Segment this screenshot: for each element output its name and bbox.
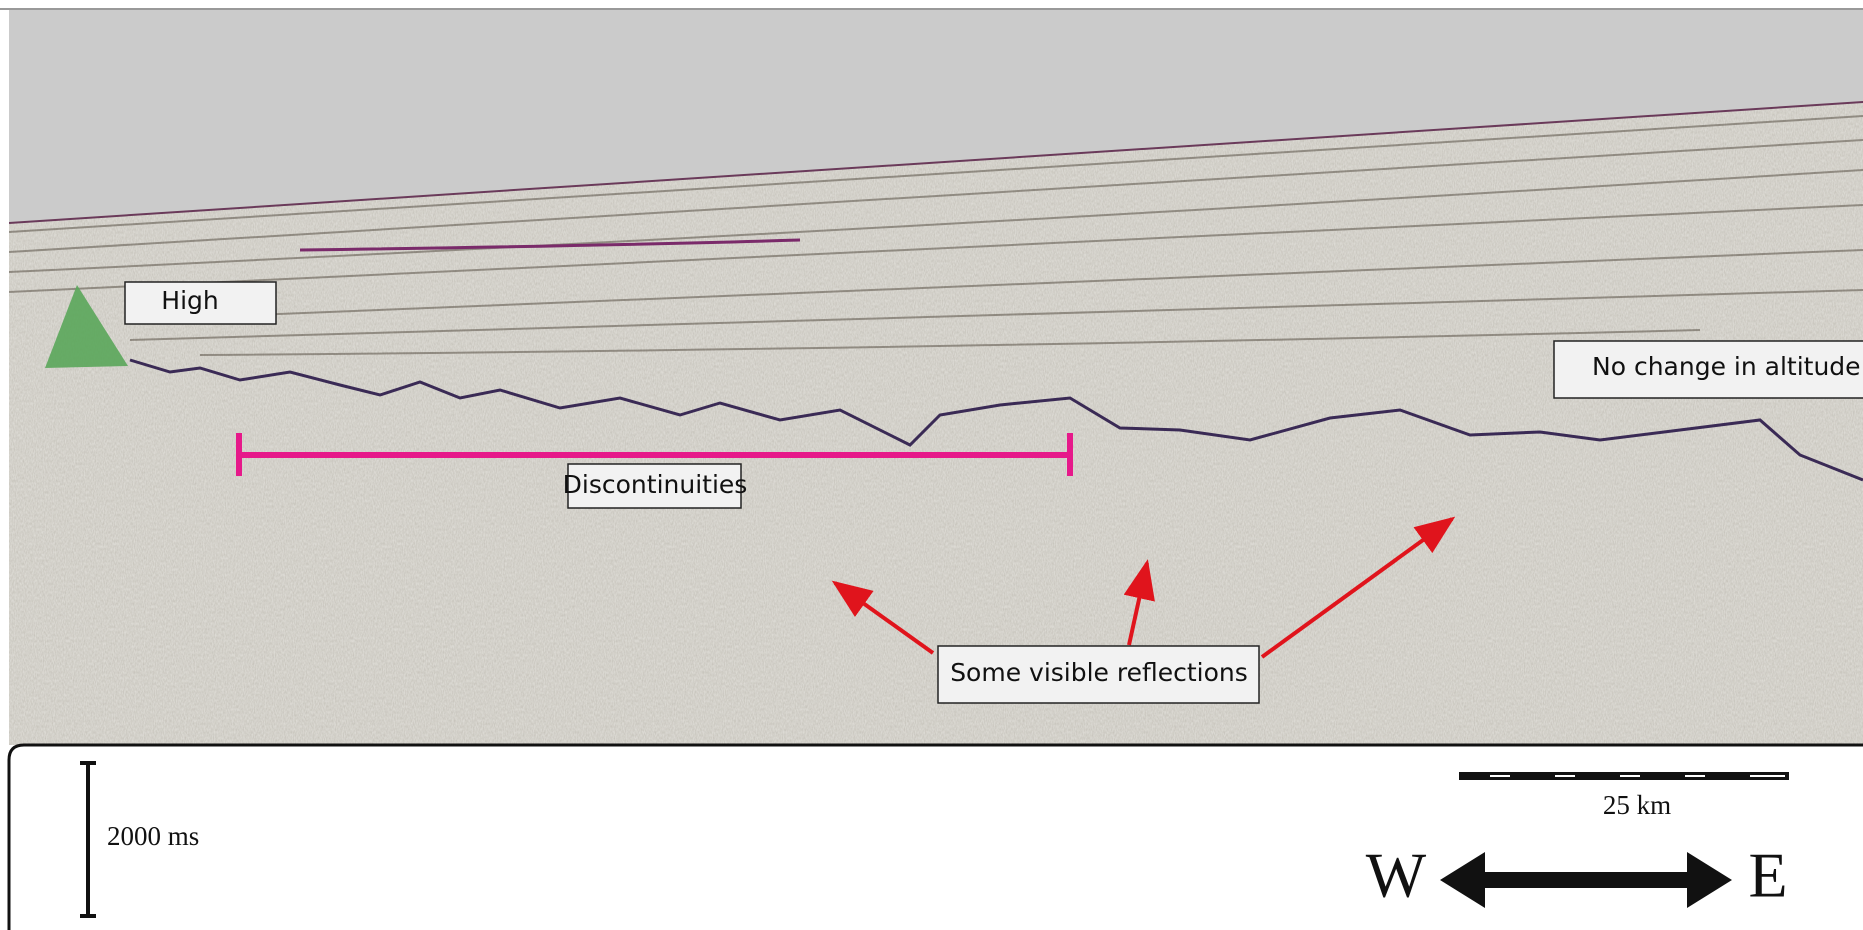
no-change-label: No change in altitude [1592, 352, 1861, 381]
time-scale-label: 2000 ms [107, 821, 199, 851]
distance-scale-label: 25 km [1603, 790, 1671, 820]
page: High No change in altitude Discontinuiti… [0, 0, 1863, 930]
discontinuities-label: Discontinuities [563, 470, 748, 499]
west-label: W [1366, 840, 1427, 911]
east-label: E [1748, 840, 1787, 911]
figure: High No change in altitude Discontinuiti… [0, 0, 1863, 930]
reflections-label: Some visible reflections [950, 658, 1248, 687]
high-label: High [161, 286, 218, 315]
direction-arrow [1440, 852, 1732, 908]
